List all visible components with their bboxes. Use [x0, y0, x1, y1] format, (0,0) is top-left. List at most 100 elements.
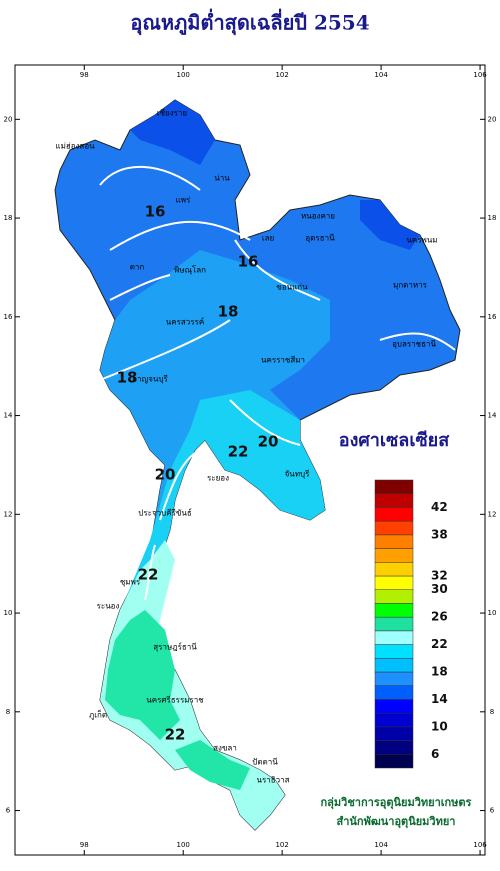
place-label: แพร่ [176, 196, 191, 205]
y-tick-label: 16 [4, 313, 13, 321]
contour-label: 22 [165, 726, 186, 744]
x-tick-label: 102 [275, 71, 288, 79]
place-label: แม่ฮ่องสอน [55, 142, 95, 151]
place-label: อุบลราชธานี [392, 340, 436, 349]
place-label: ขอนแก่น [276, 283, 308, 292]
legend-label: 10 [431, 719, 448, 733]
y-tick-label: 14 [488, 412, 497, 420]
contour-label: 20 [258, 433, 279, 451]
y-tick-label: 20 [4, 115, 13, 123]
y-tick-label: 8 [490, 708, 494, 716]
contour-label: 18 [218, 303, 239, 321]
contour-label: 16 [145, 203, 166, 221]
credit: สำนักพัฒนาอุตุนิยมวิทยา [337, 815, 456, 829]
place-label: มุกดาหาร [393, 281, 428, 290]
x-tick-label: 100 [177, 841, 190, 849]
place-label: นราธิวาส [256, 776, 289, 785]
contour-label: 18 [117, 369, 138, 387]
y-tick-label: 16 [488, 313, 497, 321]
place-label: เชียงราย [157, 109, 187, 118]
legend-bin [374, 685, 414, 700]
y-tick-label: 14 [4, 412, 13, 420]
place-label: พิษณุโลก [174, 265, 206, 275]
zone-24-26 [105, 610, 180, 740]
zone-12-14 [130, 100, 215, 165]
legend-bin [374, 712, 414, 728]
legend-title: องศาเซลเซียส [339, 430, 450, 451]
legend-label: 6 [431, 747, 439, 761]
x-tick-label: 104 [374, 841, 388, 849]
place-label: สงขลา [213, 744, 237, 753]
place-label: นครราชสีมา [261, 356, 305, 365]
y-tick-label: 10 [488, 609, 497, 617]
legend-label: 18 [431, 665, 448, 679]
place-label: ชุมพร [120, 578, 141, 587]
legend-bin [374, 740, 414, 755]
y-tick-label: 18 [4, 214, 13, 222]
place-label: ระนอง [97, 602, 120, 611]
legend-bin [374, 507, 414, 522]
legend-bin [374, 754, 414, 769]
legend-bin [374, 603, 414, 618]
place-label: ภูเก็ต [89, 710, 107, 721]
place-label: กาญจนบุรี [132, 375, 168, 384]
place-label: ปัตตานี [252, 758, 278, 767]
x-tick-label: 106 [473, 71, 487, 79]
legend-bin [374, 493, 414, 508]
y-tick-label: 18 [488, 214, 497, 222]
legend-bin [374, 575, 414, 590]
legend-label: 22 [431, 637, 448, 651]
place-label: หนองคาย [301, 212, 335, 221]
place-label: อุดรธานี [305, 234, 335, 243]
credit: กลุ่มวิชาการอุตุนิยมวิทยาเกษตร [321, 796, 472, 810]
zone-12-14 [360, 200, 420, 250]
y-tick-label: 12 [488, 510, 497, 518]
legend-bin [374, 589, 414, 604]
contour-label: 22 [228, 443, 249, 461]
legend-bin [374, 479, 414, 494]
legend-bin [374, 658, 414, 673]
legend-label: 14 [431, 692, 448, 706]
legend-bin [374, 671, 414, 686]
legend-bin [374, 630, 414, 645]
x-tick-label: 98 [80, 841, 89, 849]
y-tick-label: 10 [4, 609, 13, 617]
contour-lines [99, 165, 456, 601]
legend-label: 42 [431, 500, 448, 514]
y-tick-label: 6 [6, 807, 11, 815]
x-tick-label: 98 [80, 71, 89, 79]
place-label: เลย [262, 234, 274, 243]
place-label: นครพนม [406, 236, 437, 245]
zone-24-26 [175, 740, 250, 790]
legend-bin [374, 548, 414, 563]
place-label: สุราษฎร์ธานี [153, 642, 197, 652]
legend-label: 32 [431, 569, 448, 583]
legend-label: 26 [431, 610, 448, 624]
place-label: ประจวบคีรีขันธ์ [138, 508, 192, 518]
legend: องศาเซลเซียส [339, 430, 450, 451]
zone-20-22 [125, 390, 325, 620]
place-label: นครศรีธรรมราช [146, 696, 204, 705]
contour-label: 22 [138, 566, 159, 584]
place-label: จันทบุรี [285, 470, 311, 479]
legend-bin [374, 616, 414, 632]
place-label: นครสวรรค์ [166, 317, 204, 327]
legend-bin [374, 726, 414, 741]
x-tick-label: 104 [374, 71, 388, 79]
place-label: ตาก [130, 263, 145, 272]
y-tick-label: 20 [488, 115, 497, 123]
contour-label: 20 [155, 466, 176, 484]
y-tick-label: 12 [4, 510, 13, 518]
x-tick-label: 100 [177, 71, 190, 79]
y-tick-label: 6 [490, 807, 495, 815]
title: อุณหภูมิต่ำสุดเฉลี่ยปี 2554 [130, 8, 369, 37]
x-tick-label: 106 [473, 841, 487, 849]
place-label: ระยอง [207, 474, 229, 483]
legend-bin [374, 562, 414, 577]
y-tick-label: 8 [6, 708, 10, 716]
place-label: น่าน [214, 174, 230, 183]
legend-bin [374, 644, 414, 659]
contour-label: 16 [238, 253, 259, 271]
